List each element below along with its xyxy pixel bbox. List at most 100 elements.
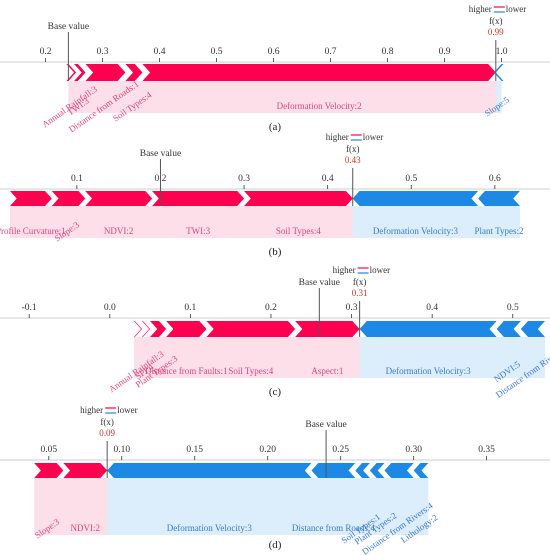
force-fan (311, 478, 356, 535)
negative-feature-bar (359, 321, 497, 337)
force-fan (85, 81, 126, 113)
force-fan (152, 206, 245, 238)
force-fan (352, 206, 479, 238)
positive-feature-bar (66, 64, 77, 81)
force-fan (150, 337, 167, 378)
positive-feature-bar (142, 321, 151, 337)
negative-feature-bar (520, 321, 545, 337)
x-tick-label: 0.8 (382, 47, 394, 57)
x-tick-label: 0.4 (426, 303, 438, 313)
force-fan (295, 337, 360, 378)
x-tick-label: 0.3 (238, 174, 250, 184)
positive-feature-bar (244, 191, 353, 206)
force-fan (384, 478, 414, 535)
x-tick-label: 1.0 (496, 47, 508, 57)
x-tick-label: 0.30 (405, 445, 422, 455)
positive-feature-label: Soil Types:4 (228, 366, 273, 376)
force-fan (166, 337, 207, 378)
negative-feature-bar (107, 463, 312, 478)
negative-feature-bar (369, 463, 385, 478)
x-tick-label: 0.25 (332, 445, 349, 455)
legend-lower-label: lower (117, 405, 138, 415)
x-tick-label: 0.4 (154, 47, 166, 57)
negative-feature-bar (352, 191, 479, 206)
x-tick-label: 0.1 (71, 174, 83, 184)
negative-feature-bar (496, 321, 521, 337)
x-tick-label: 0.7 (325, 47, 337, 57)
force-fan (63, 478, 108, 535)
x-tick-label: 0.20 (259, 445, 276, 455)
legend-higher-label: higher (80, 405, 103, 415)
fx-label: f(x) (100, 417, 114, 427)
legend-higher-label: higher (333, 265, 356, 275)
positive-feature-bar (295, 321, 360, 337)
force-fan (74, 81, 86, 113)
x-tick-label: -0.1 (22, 303, 37, 313)
fx-value: 0.99 (488, 27, 504, 37)
base-value-label: Base value (48, 22, 89, 32)
x-tick-label: 0.2 (40, 47, 52, 57)
x-tick-label: 0.10 (113, 445, 130, 455)
force-fan (206, 337, 296, 378)
positive-feature-bar (206, 321, 296, 337)
base-value-label: Base value (305, 420, 346, 430)
legend-higher-label: higher (326, 132, 349, 142)
negative-feature-label: Deformation Velocity:3 (373, 226, 459, 236)
x-tick-label: 0.6 (489, 174, 501, 184)
negative-feature-label: Deformation Velocity:3 (386, 366, 472, 376)
panel-caption: (b) (269, 246, 282, 258)
legend-lower-label: lower (370, 265, 391, 275)
positive-feature-label: Profile Curvature:1 (0, 226, 66, 236)
force-fan (51, 206, 86, 238)
x-tick-label: 0.5 (405, 174, 417, 184)
fx-value: 0.31 (352, 288, 368, 298)
x-tick-label: 0.2 (265, 303, 277, 313)
fx-value: 0.43 (345, 155, 361, 165)
positive-feature-bar (63, 463, 108, 478)
positive-feature-label: Soil Types:4 (276, 226, 321, 236)
negative-feature-label: Distance from Roads:4 (292, 523, 375, 533)
x-tick-label: 0.5 (507, 303, 519, 313)
negative-feature-bar (355, 463, 370, 478)
positive-feature-bar (51, 191, 86, 206)
negative-feature-bar (384, 463, 414, 478)
positive-feature-bar (125, 64, 143, 81)
positive-feature-bar (142, 64, 496, 81)
positive-feature-bar (133, 321, 143, 337)
force-fan (359, 337, 497, 378)
force-fan (355, 478, 370, 535)
x-tick-label: 0.15 (186, 445, 203, 455)
positive-feature-bar (150, 321, 167, 337)
fx-label: f(x) (353, 277, 367, 287)
force-fan (478, 206, 520, 238)
positive-feature-bar (166, 321, 207, 337)
positive-feature-bar (85, 64, 126, 81)
x-tick-label: 0.4 (322, 174, 334, 184)
fx-label: f(x) (346, 144, 360, 154)
x-tick-label: 0.9 (439, 47, 451, 57)
panel-caption: (a) (269, 121, 282, 133)
x-tick-label: 0.3 (346, 303, 358, 313)
legend-lower-label: lower (506, 4, 527, 14)
force-fan (369, 478, 385, 535)
negative-feature-label: Deformation Velocity:3 (167, 523, 253, 533)
positive-feature-bar (34, 463, 64, 478)
base-value-label: Base value (140, 149, 181, 159)
force-fan (107, 478, 312, 535)
legend-lower-label: lower (363, 132, 384, 142)
x-tick-label: 0.5 (211, 47, 223, 57)
panel-caption: (d) (269, 539, 282, 551)
fx-value: 0.09 (99, 428, 115, 438)
legend-higher-label: higher (469, 4, 492, 14)
negative-feature-label: Plant Types:2 (475, 226, 524, 236)
force-fan (244, 206, 353, 238)
force-fan (520, 337, 545, 378)
positive-feature-label: NDVI:2 (104, 226, 134, 236)
force-fan (68, 81, 75, 113)
x-tick-label: 0.0 (104, 303, 116, 313)
negative-feature-bar (413, 463, 429, 478)
positive-feature-bar (74, 64, 86, 81)
